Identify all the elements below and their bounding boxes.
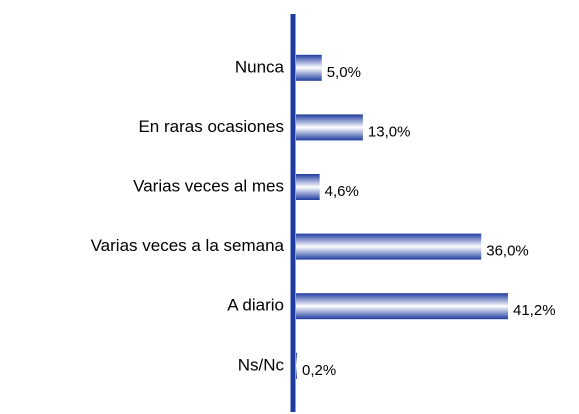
value-label: 0,2% <box>302 362 336 379</box>
category-label: Varias veces a la semana <box>91 236 285 255</box>
category-label: Ns/Nc <box>238 355 285 374</box>
category-label: Nunca <box>235 57 285 76</box>
value-label: 13,0% <box>368 123 411 140</box>
bar <box>296 174 320 200</box>
bar <box>296 352 298 379</box>
value-label: 36,0% <box>486 243 529 260</box>
category-label: En raras ocasiones <box>138 117 284 136</box>
bar <box>296 293 508 320</box>
bar <box>296 114 363 141</box>
bar <box>296 233 482 260</box>
value-label: 5,0% <box>327 64 361 81</box>
value-label: 41,2% <box>513 302 556 319</box>
bar <box>296 54 322 81</box>
category-label: A diario <box>227 296 284 315</box>
value-label: 4,6% <box>325 183 359 200</box>
category-label: Varias veces al mes <box>133 176 284 195</box>
